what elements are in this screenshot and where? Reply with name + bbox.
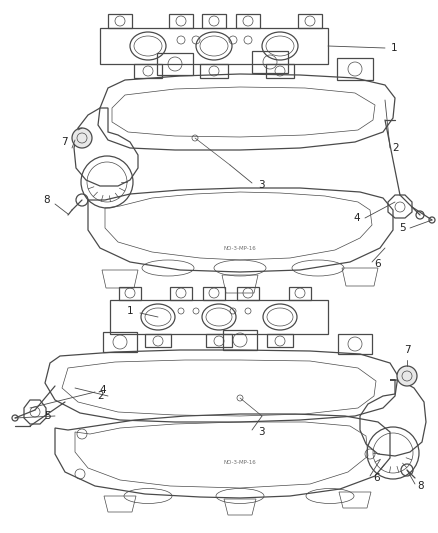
Text: 8: 8 <box>43 195 50 205</box>
Circle shape <box>72 128 92 148</box>
Text: 4: 4 <box>99 385 106 395</box>
Text: 4: 4 <box>353 213 360 223</box>
Text: 7: 7 <box>61 137 68 147</box>
Text: 3: 3 <box>258 427 265 437</box>
Text: 1: 1 <box>391 43 398 53</box>
Text: 1: 1 <box>127 306 133 316</box>
Text: NO-3-MP-16: NO-3-MP-16 <box>224 246 256 251</box>
Text: NO-3-MP-16: NO-3-MP-16 <box>224 459 256 464</box>
Text: 2: 2 <box>97 391 104 401</box>
Text: 7: 7 <box>404 345 410 355</box>
Text: 5: 5 <box>399 223 406 233</box>
Text: 6: 6 <box>374 259 381 269</box>
Text: 2: 2 <box>392 143 399 153</box>
Text: 6: 6 <box>373 473 380 483</box>
Circle shape <box>397 366 417 386</box>
Text: 3: 3 <box>258 180 265 190</box>
Text: 8: 8 <box>417 481 424 491</box>
Text: 5: 5 <box>44 411 51 421</box>
